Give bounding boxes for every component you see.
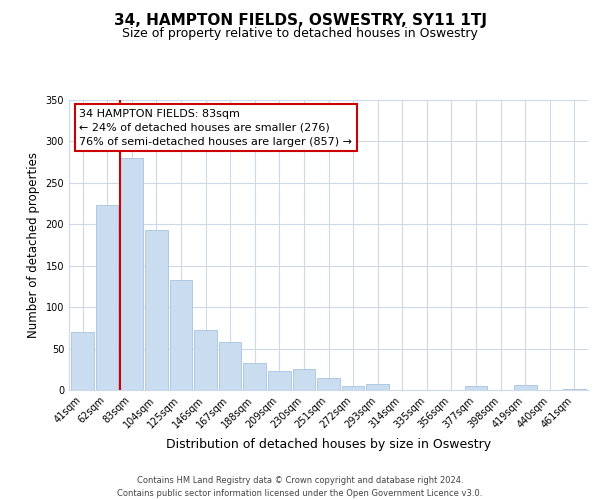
Text: 34 HAMPTON FIELDS: 83sqm
← 24% of detached houses are smaller (276)
76% of semi-: 34 HAMPTON FIELDS: 83sqm ← 24% of detach… bbox=[79, 108, 352, 146]
Bar bbox=[219, 342, 241, 390]
Text: Contains HM Land Registry data © Crown copyright and database right 2024.
Contai: Contains HM Land Registry data © Crown c… bbox=[118, 476, 482, 498]
Text: Size of property relative to detached houses in Oswestry: Size of property relative to detached ho… bbox=[122, 28, 478, 40]
Y-axis label: Number of detached properties: Number of detached properties bbox=[27, 152, 40, 338]
Bar bbox=[317, 378, 340, 390]
Bar bbox=[342, 386, 364, 390]
Bar bbox=[244, 362, 266, 390]
Bar bbox=[514, 385, 536, 390]
Bar bbox=[293, 370, 315, 390]
Bar bbox=[121, 158, 143, 390]
Bar bbox=[145, 230, 167, 390]
Bar bbox=[367, 384, 389, 390]
Bar bbox=[465, 386, 487, 390]
Text: 34, HAMPTON FIELDS, OSWESTRY, SY11 1TJ: 34, HAMPTON FIELDS, OSWESTRY, SY11 1TJ bbox=[113, 12, 487, 28]
Bar bbox=[194, 330, 217, 390]
Bar bbox=[170, 280, 192, 390]
Bar bbox=[71, 332, 94, 390]
Bar bbox=[96, 205, 118, 390]
Bar bbox=[563, 389, 586, 390]
X-axis label: Distribution of detached houses by size in Oswestry: Distribution of detached houses by size … bbox=[166, 438, 491, 451]
Bar bbox=[268, 371, 290, 390]
